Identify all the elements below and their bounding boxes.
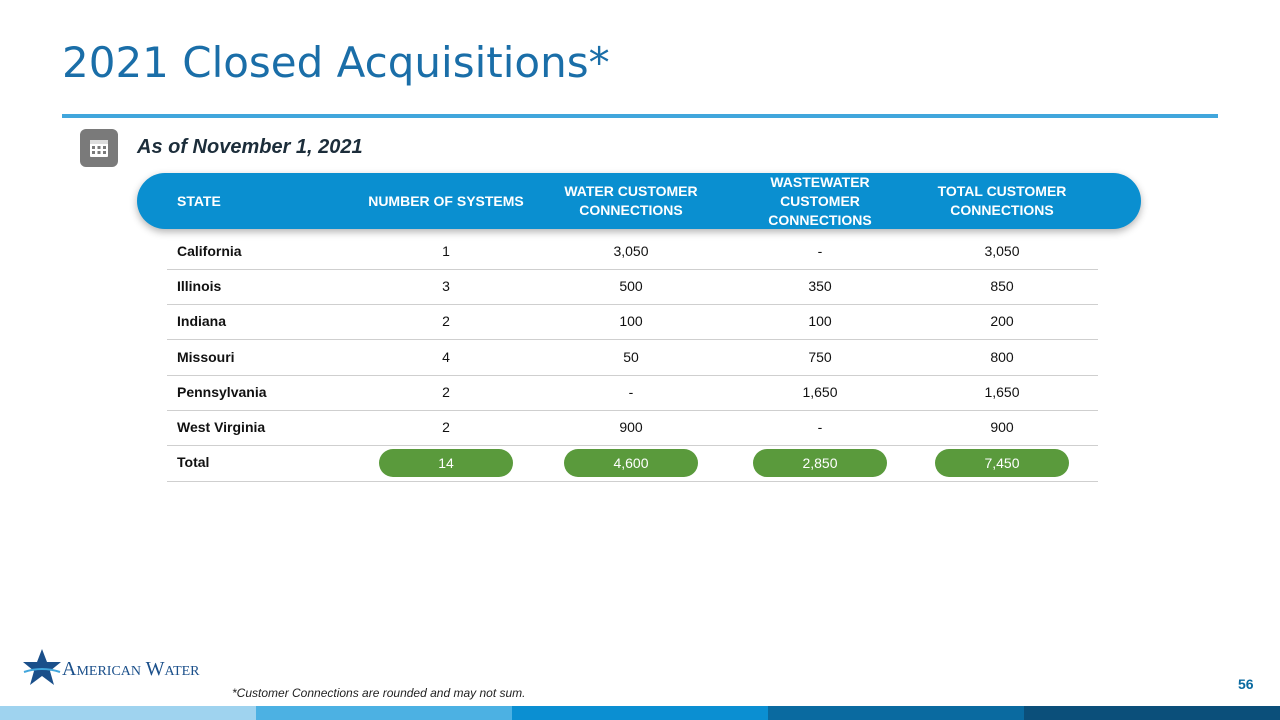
cell: 4 (442, 348, 450, 365)
logo-star (23, 649, 61, 685)
cell: 1,650 (984, 383, 1020, 400)
row-separator (167, 269, 1098, 270)
stripe (0, 706, 256, 720)
stripe (512, 706, 768, 720)
cell: - (817, 419, 823, 435)
cell: 800 (990, 348, 1014, 365)
total-pill: 14 (379, 449, 513, 478)
column-header: NUMBER OF SYSTEMS (368, 192, 524, 209)
row-label: Illinois (177, 278, 222, 295)
cell: 2 (442, 419, 450, 435)
cell: 50 (623, 348, 639, 365)
cell: 750 (808, 348, 832, 365)
column-header: WASTEWATER CUSTOMER CONNECTIONS (768, 173, 872, 228)
stripe (1024, 706, 1280, 720)
column-header: STATE (177, 192, 221, 209)
row-separator (167, 339, 1098, 341)
row-label: Missouri (177, 348, 235, 365)
footnote: *Customer Connections are rounded and ma… (232, 686, 526, 700)
row-separator (167, 304, 1098, 306)
row-label: Pennsylvania (177, 383, 267, 400)
row-label: West Virginia (177, 419, 266, 435)
cell: - (817, 243, 823, 259)
column-header: TOTAL CUSTOMER CONNECTIONS (937, 183, 1067, 218)
total-pill: 4,600 (564, 449, 698, 478)
cell: 2 (442, 313, 450, 330)
cell: 1 (442, 243, 450, 259)
cell: 3 (442, 278, 450, 295)
total-pill: 7,450 (935, 449, 1069, 478)
title-rule (62, 114, 1218, 118)
row-label: Indiana (177, 313, 227, 330)
title: 2021 Closed Acquisitions* (62, 38, 610, 87)
row-separator (167, 481, 1098, 483)
cell: 3,050 (613, 243, 649, 259)
row-separator (167, 409, 1098, 411)
row-separator (167, 445, 1098, 446)
table-header: STATE NUMBER OF SYSTEMS WATER CUSTOMER CON… (137, 173, 1141, 229)
cell: 850 (990, 278, 1014, 295)
cell: 500 (619, 278, 643, 295)
cell: 100 (619, 313, 643, 330)
page-number: 56 (1238, 676, 1254, 692)
total-pill: 2,850 (753, 449, 887, 478)
cell: 100 (808, 313, 832, 330)
row-label: California (177, 243, 242, 259)
total-label: Total (177, 454, 210, 471)
calendar-icon (80, 129, 118, 167)
cell: 350 (808, 278, 832, 295)
logo-text: American Water (62, 658, 200, 680)
cell: 2 (442, 383, 450, 400)
row-separator (167, 374, 1098, 376)
stripe (256, 706, 512, 720)
cell: 200 (990, 313, 1014, 330)
cell: 900 (990, 419, 1014, 435)
cell: 900 (619, 419, 643, 435)
cell: - (628, 383, 634, 400)
column-header: WATER CUSTOMER CONNECTIONS (564, 183, 698, 218)
cell: 3,050 (984, 243, 1020, 259)
subtitle: As of November 1, 2021 (137, 136, 363, 158)
cell: 1,650 (802, 383, 838, 400)
stripe (768, 706, 1024, 720)
